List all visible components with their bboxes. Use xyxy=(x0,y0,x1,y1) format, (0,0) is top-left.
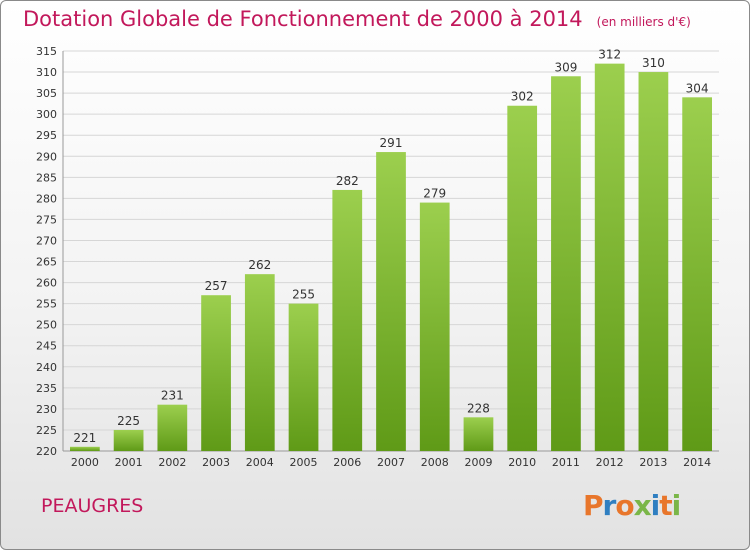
data-label: 221 xyxy=(73,431,96,445)
y-tick-label: 225 xyxy=(36,424,57,437)
data-label: 262 xyxy=(248,258,271,272)
logo-letter: o xyxy=(615,489,634,522)
bar xyxy=(288,303,319,451)
logo-letter: P xyxy=(583,489,604,522)
bar xyxy=(638,72,669,451)
data-label: 312 xyxy=(598,48,621,62)
bar xyxy=(551,76,581,452)
x-tick-label: 2011 xyxy=(552,456,580,469)
commune-name: PEAUGRES xyxy=(41,495,144,517)
data-label: 255 xyxy=(292,288,315,302)
x-tick-label: 2012 xyxy=(596,456,624,469)
data-label: 310 xyxy=(642,56,665,70)
logo-letter: i xyxy=(650,489,661,522)
bar xyxy=(157,404,188,451)
y-tick-label: 280 xyxy=(36,192,57,205)
bar xyxy=(244,274,275,451)
chart-unit: (en milliers d'€) xyxy=(596,15,691,29)
y-tick-label: 260 xyxy=(36,277,57,290)
x-tick-label: 2010 xyxy=(508,456,536,469)
data-label: 291 xyxy=(380,136,403,150)
x-tick-label: 2002 xyxy=(158,456,186,469)
x-tick-label: 2005 xyxy=(290,456,318,469)
x-tick-label: 2004 xyxy=(246,456,274,469)
x-tick-label: 2007 xyxy=(377,456,405,469)
chart-title-main: Dotation Globale de Fonctionnement de 20… xyxy=(23,7,583,31)
data-label: 309 xyxy=(554,60,577,74)
data-label: 228 xyxy=(467,401,490,415)
x-tick-label: 2003 xyxy=(202,456,230,469)
bar xyxy=(682,97,713,451)
x-tick-label: 2014 xyxy=(683,456,711,469)
data-label: 257 xyxy=(205,279,228,293)
y-tick-label: 270 xyxy=(36,234,57,247)
x-tick-label: 2008 xyxy=(421,456,449,469)
data-label: 282 xyxy=(336,174,359,188)
logo-letter: r xyxy=(602,489,617,522)
y-tick-label: 285 xyxy=(36,171,57,184)
y-tick-label: 315 xyxy=(36,45,57,58)
bar xyxy=(69,446,100,451)
y-tick-label: 265 xyxy=(36,256,57,269)
data-label: 279 xyxy=(423,187,446,201)
bar xyxy=(463,417,494,451)
data-label: 304 xyxy=(686,81,709,95)
y-tick-label: 240 xyxy=(36,361,57,374)
y-tick-label: 300 xyxy=(36,108,57,121)
y-tick-label: 245 xyxy=(36,340,57,353)
logo-letter: i xyxy=(671,489,682,522)
x-tick-label: 2013 xyxy=(639,456,667,469)
logo-letter: t xyxy=(659,489,672,522)
bar xyxy=(113,429,144,451)
bar xyxy=(419,202,450,451)
bar xyxy=(507,105,538,451)
x-tick-label: 2000 xyxy=(71,456,99,469)
proxiti-logo[interactable]: Proxiti xyxy=(583,489,682,522)
data-label: 302 xyxy=(511,90,534,104)
x-tick-label: 2006 xyxy=(333,456,361,469)
y-tick-label: 250 xyxy=(36,319,57,332)
data-label: 225 xyxy=(117,414,140,428)
y-tick-label: 290 xyxy=(36,150,57,163)
y-tick-label: 295 xyxy=(36,129,57,142)
bar xyxy=(332,189,363,451)
bar xyxy=(376,152,406,452)
y-tick-label: 310 xyxy=(36,66,57,79)
y-tick-label: 235 xyxy=(36,382,57,395)
data-label: 231 xyxy=(161,389,184,403)
chart-title: Dotation Globale de Fonctionnement de 20… xyxy=(23,7,691,31)
y-tick-label: 275 xyxy=(36,213,57,226)
logo-letter: x xyxy=(633,489,652,522)
y-tick-label: 220 xyxy=(36,445,57,458)
y-tick-label: 305 xyxy=(36,87,57,100)
y-tick-label: 255 xyxy=(36,298,57,311)
bar xyxy=(594,63,625,451)
bar xyxy=(201,295,231,451)
x-tick-label: 2009 xyxy=(464,456,492,469)
y-tick-label: 230 xyxy=(36,403,57,416)
x-tick-label: 2001 xyxy=(115,456,143,469)
